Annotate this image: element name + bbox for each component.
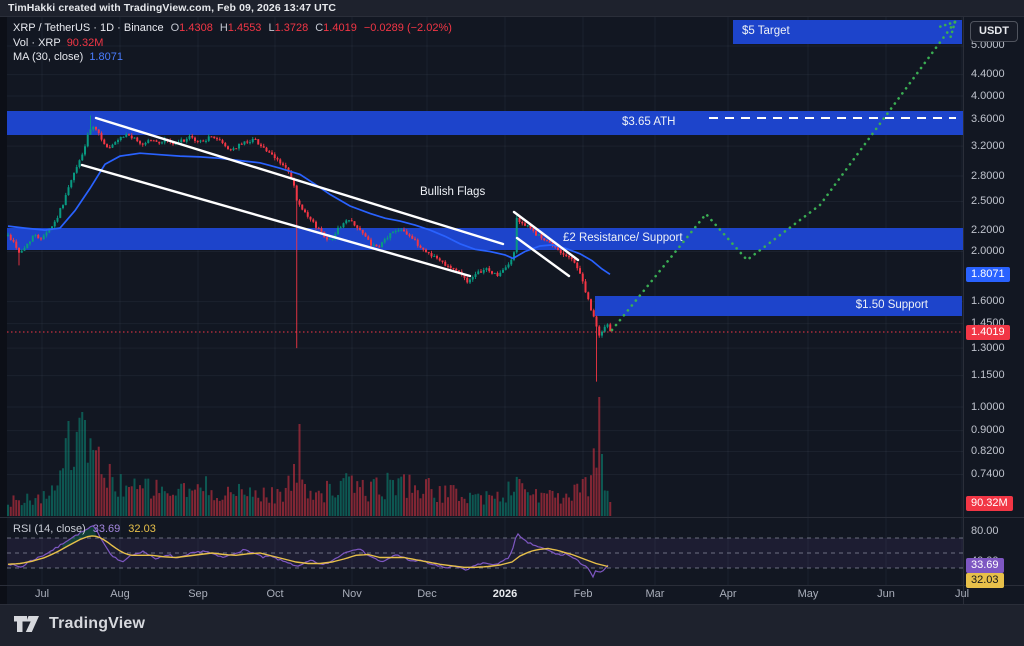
axis-badge: 1.8071 bbox=[966, 266, 1010, 282]
price-tick-label: 1.3000 bbox=[971, 341, 1005, 354]
price-tick-label: 1.0000 bbox=[971, 400, 1005, 413]
ohlc-key: L bbox=[268, 22, 275, 34]
price-tick-label: 1.1500 bbox=[971, 369, 1005, 382]
change-value: −0.0289 (−2.02%) bbox=[363, 22, 452, 34]
time-tick-label: Oct bbox=[266, 588, 284, 600]
time-tick-label: Nov bbox=[342, 588, 362, 600]
volume-label: Vol · XRP bbox=[13, 36, 61, 49]
symbol-title: XRP / TetherUS · 1D · Binance bbox=[13, 22, 164, 34]
volume-value: 90.32M bbox=[66, 36, 104, 49]
ohlc-value: 1.4019 bbox=[323, 22, 357, 34]
time-tick-label: Apr bbox=[719, 588, 737, 600]
attribution-bar: TimHakki created with TradingView.com, F… bbox=[0, 0, 1024, 17]
currency-toggle-button[interactable]: USDT bbox=[970, 21, 1018, 42]
price-tick-label: 2.8000 bbox=[971, 169, 1005, 182]
tradingview-wordmark: TradingView bbox=[49, 615, 146, 632]
ma-label: MA (30, close) bbox=[13, 51, 84, 63]
axis-badge: 90.32M bbox=[966, 495, 1013, 511]
price-tick-label: 1.6000 bbox=[971, 295, 1005, 308]
ohlc-values: O1.4308 H1.4553 L1.3728 C1.4019 bbox=[164, 22, 357, 34]
legend-row-symbol: XRP / TetherUS · 1D · Binance O1.4308 H1.4… bbox=[13, 21, 452, 36]
attribution-text: TimHakki created with TradingView.com, F… bbox=[8, 2, 337, 14]
price-tick-label: 2.0000 bbox=[971, 245, 1005, 258]
ohlc-key: C bbox=[315, 22, 324, 34]
rsi-label: RSI (14, close) bbox=[13, 523, 86, 535]
price-tick-label: 0.7400 bbox=[971, 468, 1005, 481]
time-tick-label: Dec bbox=[417, 588, 437, 600]
price-tick-label: 3.2000 bbox=[971, 139, 1005, 152]
rsi-ma-value: 32.03 bbox=[128, 523, 156, 535]
time-tick-label: May bbox=[797, 588, 819, 600]
time-tick-label: 2026 bbox=[492, 588, 518, 600]
legend-row-volume: Vol · XRP 90.32M bbox=[13, 36, 452, 51]
price-tick-label: 0.9000 bbox=[971, 424, 1005, 437]
rsi-tick-label: 80.00 bbox=[971, 524, 999, 537]
legend: XRP / TetherUS · 1D · Binance O1.4308 H1.4… bbox=[13, 21, 452, 65]
ath-label: $3.65 ATH bbox=[622, 116, 676, 128]
price-tick-label: 4.0000 bbox=[971, 89, 1005, 102]
five-target-label: $5 Target bbox=[742, 25, 790, 37]
legend-row-ma: MA (30, close) 1.8071 bbox=[13, 50, 452, 65]
ohlc-value: 1.4553 bbox=[227, 22, 262, 34]
price-tick-label: 5.0000 bbox=[971, 39, 1005, 52]
time-tick-label: Jul bbox=[34, 588, 50, 600]
time-tick-label: Feb bbox=[573, 588, 593, 600]
price-tick-label: 4.4000 bbox=[971, 68, 1005, 81]
ohlc-value: 1.3728 bbox=[274, 22, 309, 34]
time-tick-label: Sep bbox=[188, 588, 208, 600]
axis-badge: 1.4019 bbox=[966, 324, 1010, 340]
two-pound-label: £2 Resistance/ Support bbox=[563, 232, 683, 244]
price-tick-label: 0.8200 bbox=[971, 445, 1005, 457]
time-tick-label: Aug bbox=[110, 588, 130, 600]
time-tick-label: Mar bbox=[645, 588, 665, 600]
bullish-flags-label: Bullish Flags bbox=[420, 186, 486, 198]
price-tick-label: 3.6000 bbox=[971, 113, 1005, 126]
footer-bar: TradingView bbox=[0, 605, 1024, 646]
price-tick-label: 2.5000 bbox=[971, 194, 1005, 207]
price-tick-label: 2.2000 bbox=[971, 223, 1005, 236]
left-margin-strip bbox=[0, 16, 7, 605]
axis-badge: 33.69 bbox=[966, 557, 1004, 573]
support-label: $1.50 Support bbox=[855, 299, 928, 311]
axis-badge: 32.03 bbox=[966, 572, 1004, 588]
ohlc-value: 1.4308 bbox=[179, 22, 213, 34]
tradingview-logo-icon bbox=[14, 615, 39, 632]
ma-value: 1.8071 bbox=[89, 51, 123, 63]
ohlc-key: O bbox=[170, 22, 180, 34]
time-tick-label: Jul bbox=[954, 588, 970, 600]
time-tick-label: Jun bbox=[877, 588, 895, 600]
ohlc-key: H bbox=[219, 22, 228, 34]
rsi-legend: RSI (14, close) 33.69 32.03 bbox=[13, 523, 156, 535]
rsi-value: 33.69 bbox=[92, 523, 121, 535]
